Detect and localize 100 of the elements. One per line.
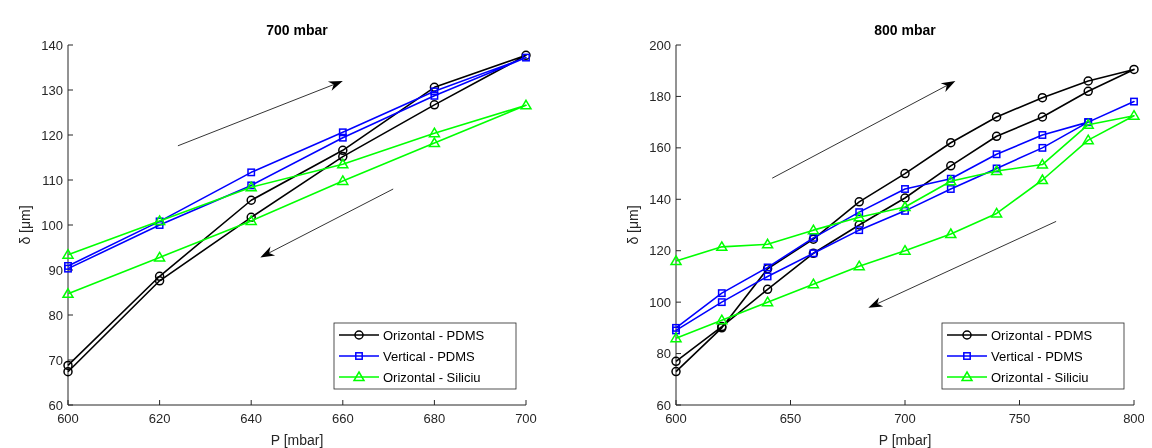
- point: [430, 87, 439, 96]
- x-tick-label: 800: [1123, 411, 1145, 426]
- x-tick-label: 600: [57, 411, 79, 426]
- point: [717, 289, 726, 298]
- point: [991, 131, 1002, 142]
- point: [1129, 64, 1139, 75]
- y-tick-label: 100: [649, 294, 671, 310]
- point: [62, 248, 74, 259]
- x-tick-label: 700: [515, 411, 537, 426]
- point: [64, 262, 72, 270]
- point: [429, 82, 440, 93]
- point: [64, 264, 72, 273]
- legend-label: Orizontal - PDMS: [991, 328, 1093, 343]
- point: [763, 272, 772, 281]
- x-tick-label: 640: [240, 411, 263, 426]
- point: [1130, 97, 1138, 106]
- legend-label: Orizontal - Siliciu: [383, 370, 481, 385]
- x-axis-title: P [mbar]: [270, 432, 324, 448]
- point: [671, 366, 681, 377]
- y-tick-label: 140: [41, 37, 63, 53]
- point: [899, 201, 911, 212]
- point: [671, 356, 681, 367]
- y-tick-label: 90: [48, 262, 63, 278]
- point: [854, 197, 864, 207]
- point: [946, 185, 955, 193]
- point: [337, 158, 349, 169]
- point: [946, 161, 956, 171]
- point: [338, 151, 348, 162]
- point: [247, 168, 256, 177]
- point: [853, 260, 865, 271]
- y-tick-label: 70: [48, 352, 63, 368]
- point: [1083, 76, 1093, 86]
- y-tick-label: 80: [48, 307, 63, 323]
- point: [670, 255, 682, 266]
- point: [1036, 158, 1049, 169]
- legend-label: Vertical - PDMS: [991, 349, 1084, 364]
- point: [991, 112, 1002, 122]
- y-tick-label: 200: [649, 37, 671, 53]
- point: [762, 284, 773, 295]
- point: [990, 207, 1003, 218]
- point: [807, 224, 820, 235]
- point: [63, 366, 73, 377]
- point: [62, 288, 74, 299]
- point: [520, 99, 532, 110]
- point: [153, 251, 166, 262]
- point: [338, 128, 347, 137]
- point: [900, 168, 910, 179]
- point: [246, 195, 256, 205]
- y-tick-label: 120: [41, 127, 63, 143]
- point: [946, 137, 956, 148]
- point: [807, 278, 820, 289]
- y-tick-label: 100: [41, 217, 63, 233]
- point: [337, 175, 349, 186]
- y-tick-label: 80: [656, 346, 671, 362]
- point: [1037, 112, 1048, 122]
- point: [855, 208, 864, 217]
- point: [428, 127, 441, 138]
- y-tick-label: 180: [649, 88, 671, 104]
- point: [63, 360, 73, 371]
- y-tick-label: 60: [48, 397, 63, 413]
- point: [338, 145, 348, 156]
- x-tick-label: 620: [148, 411, 171, 426]
- y-tick-label: 130: [41, 82, 63, 98]
- point: [672, 326, 680, 335]
- point: [854, 220, 864, 230]
- y-tick-label: 110: [42, 172, 63, 188]
- x-tick-label: 750: [1008, 411, 1031, 426]
- y-axis-title: δ [μm]: [625, 205, 641, 245]
- legend-label: Vertical - PDMS: [383, 349, 476, 364]
- y-tick-label: 120: [649, 243, 671, 259]
- y-axis-title: δ [μm]: [17, 205, 33, 245]
- point: [1036, 174, 1049, 185]
- point: [1128, 109, 1140, 120]
- point: [430, 91, 439, 100]
- x-tick-label: 660: [331, 411, 354, 426]
- point: [853, 211, 865, 222]
- point: [1037, 92, 1048, 103]
- y-tick-label: 160: [649, 140, 671, 156]
- point: [1082, 134, 1094, 145]
- point: [672, 323, 680, 332]
- point: [992, 150, 1001, 159]
- point: [761, 238, 774, 249]
- point: [899, 244, 911, 255]
- chart-title: 800 mbar: [874, 22, 937, 38]
- legend-label: Orizontal - Siliciu: [991, 370, 1089, 385]
- legend-label: Orizontal - PDMS: [383, 328, 485, 343]
- point: [155, 221, 164, 229]
- x-axis-title: P [mbar]: [878, 432, 932, 448]
- point: [901, 185, 909, 193]
- x-tick-label: 700: [894, 411, 916, 426]
- point: [429, 100, 440, 110]
- point: [717, 298, 726, 307]
- point: [855, 226, 864, 235]
- chart-title: 700 mbar: [266, 22, 329, 38]
- point: [761, 296, 774, 307]
- x-tick-label: 600: [665, 411, 687, 426]
- point: [428, 137, 441, 148]
- point: [338, 133, 347, 142]
- y-tick-label: 140: [649, 191, 671, 207]
- point: [1083, 86, 1093, 97]
